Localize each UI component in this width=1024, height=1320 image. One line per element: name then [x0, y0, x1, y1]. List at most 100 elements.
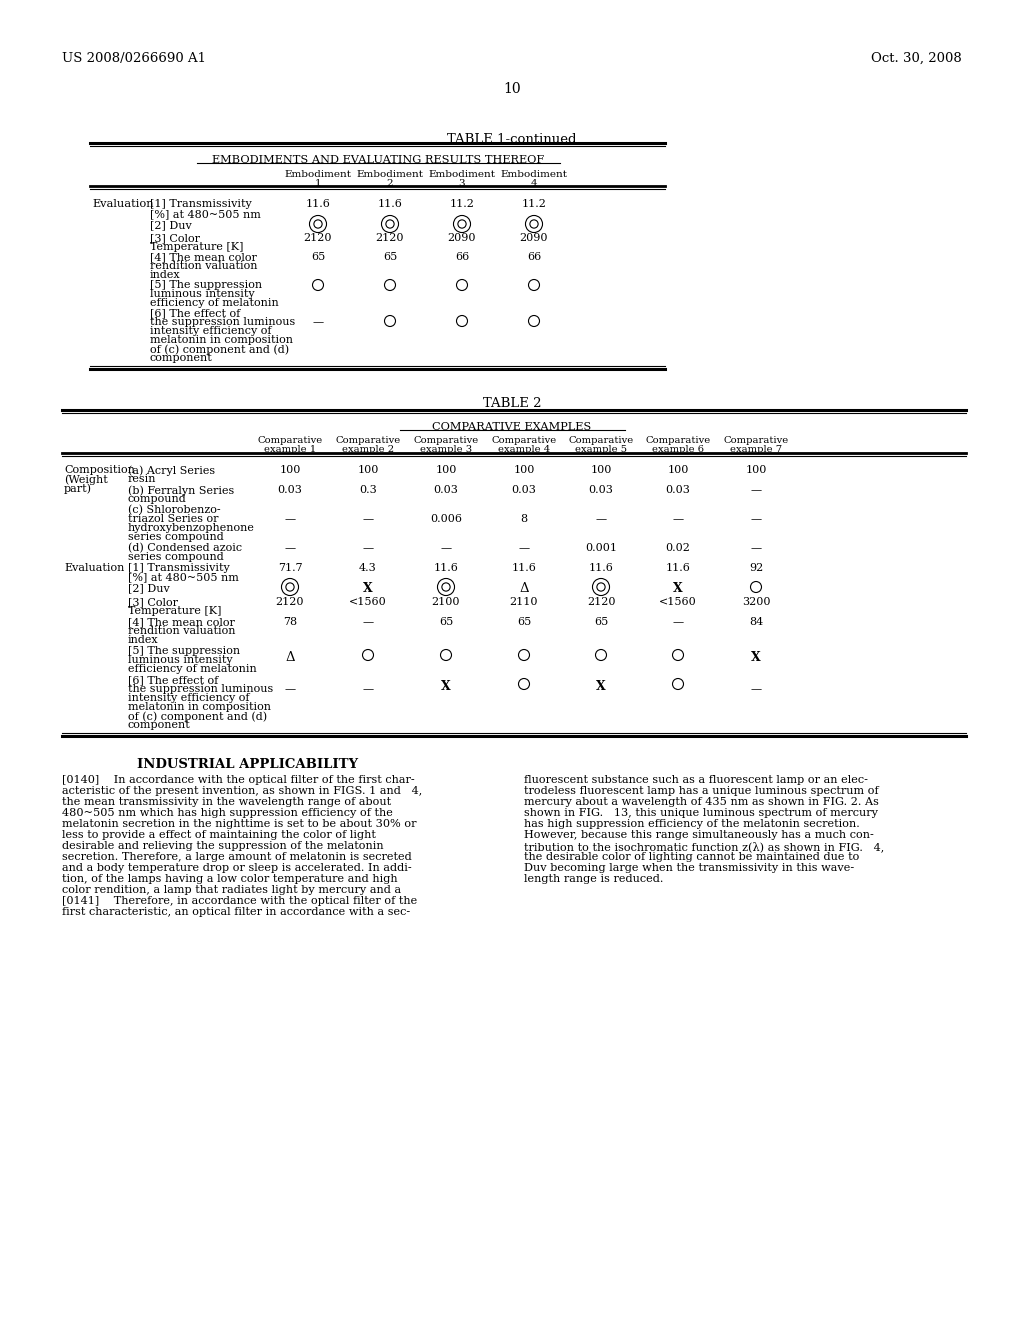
- Text: [0140]    In accordance with the optical filter of the first char-: [0140] In accordance with the optical fi…: [62, 775, 415, 785]
- Text: [3] Color: [3] Color: [128, 597, 178, 607]
- Text: [%] at 480~505 nm: [%] at 480~505 nm: [150, 209, 261, 219]
- Text: X: X: [752, 651, 761, 664]
- Text: —: —: [673, 616, 684, 627]
- Text: rendition valuation: rendition valuation: [128, 626, 236, 636]
- Text: 8: 8: [520, 513, 527, 524]
- Text: 1: 1: [314, 180, 322, 187]
- Text: 2090: 2090: [447, 234, 476, 243]
- Text: 0.03: 0.03: [433, 484, 459, 495]
- Text: Composition: Composition: [63, 465, 135, 475]
- Text: series compound: series compound: [128, 532, 224, 543]
- Text: 11.6: 11.6: [433, 564, 459, 573]
- Text: Comparative: Comparative: [568, 436, 634, 445]
- Text: 65: 65: [594, 616, 608, 627]
- Text: X: X: [596, 680, 606, 693]
- Text: part): part): [63, 483, 92, 494]
- Text: intensity efficiency of: intensity efficiency of: [128, 693, 250, 704]
- Text: 0.03: 0.03: [589, 484, 613, 495]
- Text: intensity efficiency of: intensity efficiency of: [150, 326, 271, 337]
- Text: rendition valuation: rendition valuation: [150, 261, 257, 271]
- Text: 0.001: 0.001: [585, 543, 617, 553]
- Text: However, because this range simultaneously has a much con-: However, because this range simultaneous…: [524, 830, 873, 840]
- Text: luminous intensity: luminous intensity: [128, 655, 232, 665]
- Text: —: —: [362, 513, 374, 524]
- Text: 0.006: 0.006: [430, 513, 462, 524]
- Text: 65: 65: [439, 616, 454, 627]
- Text: —: —: [518, 543, 529, 553]
- Text: efficiency of melatonin: efficiency of melatonin: [128, 664, 257, 675]
- Text: Temperature [K]: Temperature [K]: [128, 606, 221, 616]
- Text: —: —: [285, 513, 296, 524]
- Text: efficiency of melatonin: efficiency of melatonin: [150, 298, 279, 308]
- Text: <1560: <1560: [349, 597, 387, 607]
- Text: the suppression luminous: the suppression luminous: [128, 684, 273, 694]
- Text: X: X: [441, 680, 451, 693]
- Text: —: —: [595, 513, 606, 524]
- Text: [2] Duv: [2] Duv: [150, 220, 191, 230]
- Text: [4] The mean color: [4] The mean color: [128, 616, 234, 627]
- Text: 92: 92: [749, 564, 763, 573]
- Text: first characteristic, an optical filter in accordance with a sec-: first characteristic, an optical filter …: [62, 907, 411, 917]
- Text: 2090: 2090: [520, 234, 548, 243]
- Text: resin: resin: [128, 474, 157, 484]
- Text: melatonin in composition: melatonin in composition: [128, 702, 271, 711]
- Text: 0.03: 0.03: [278, 484, 302, 495]
- Text: —: —: [362, 684, 374, 694]
- Text: 100: 100: [668, 465, 689, 475]
- Text: the desirable color of lighting cannot be maintained due to: the desirable color of lighting cannot b…: [524, 851, 859, 862]
- Text: 2120: 2120: [376, 234, 404, 243]
- Text: 65: 65: [517, 616, 531, 627]
- Text: [5] The suppression: [5] The suppression: [150, 280, 262, 290]
- Text: 10: 10: [503, 82, 521, 96]
- Text: Comparative: Comparative: [257, 436, 323, 445]
- Text: series compound: series compound: [128, 552, 224, 562]
- Text: 100: 100: [357, 465, 379, 475]
- Text: —: —: [751, 513, 762, 524]
- Text: Embodiment: Embodiment: [501, 170, 567, 180]
- Text: [1] Transmissivity: [1] Transmissivity: [128, 564, 229, 573]
- Text: Comparative: Comparative: [414, 436, 478, 445]
- Text: —: —: [751, 484, 762, 495]
- Text: fluorescent substance such as a fluorescent lamp or an elec-: fluorescent substance such as a fluoresc…: [524, 775, 868, 785]
- Text: Comparative: Comparative: [723, 436, 788, 445]
- Text: Comparative: Comparative: [645, 436, 711, 445]
- Text: Oct. 30, 2008: Oct. 30, 2008: [871, 51, 962, 65]
- Text: —: —: [751, 543, 762, 553]
- Text: index: index: [128, 635, 159, 645]
- Text: Evaluation: Evaluation: [63, 564, 124, 573]
- Text: component: component: [150, 352, 213, 363]
- Text: 100: 100: [745, 465, 767, 475]
- Text: INDUSTRIAL APPLICABILITY: INDUSTRIAL APPLICABILITY: [137, 758, 358, 771]
- Text: less to provide a effect of maintaining the color of light: less to provide a effect of maintaining …: [62, 830, 376, 840]
- Text: (b) Ferralyn Series: (b) Ferralyn Series: [128, 484, 234, 495]
- Text: 0.02: 0.02: [666, 543, 690, 553]
- Text: example 4: example 4: [498, 445, 550, 454]
- Text: Duv becoming large when the transmissivity in this wave-: Duv becoming large when the transmissivi…: [524, 863, 854, 873]
- Text: 0.03: 0.03: [666, 484, 690, 495]
- Text: (d) Condensed azoic: (d) Condensed azoic: [128, 543, 242, 553]
- Text: Δ: Δ: [286, 651, 295, 664]
- Text: 0.3: 0.3: [359, 484, 377, 495]
- Text: [3] Color: [3] Color: [150, 234, 200, 243]
- Text: example 7: example 7: [730, 445, 782, 454]
- Text: 65: 65: [311, 252, 326, 261]
- Text: compound: compound: [128, 494, 186, 504]
- Text: 71.7: 71.7: [278, 564, 302, 573]
- Text: [0141]    Therefore, in accordance with the optical filter of the: [0141] Therefore, in accordance with the…: [62, 896, 417, 906]
- Text: has high suppression efficiency of the melatonin secretion.: has high suppression efficiency of the m…: [524, 818, 860, 829]
- Text: [6] The effect of: [6] The effect of: [128, 675, 218, 685]
- Text: color rendition, a lamp that radiates light by mercury and a: color rendition, a lamp that radiates li…: [62, 884, 401, 895]
- Text: (a) Acryl Series: (a) Acryl Series: [128, 465, 215, 475]
- Text: 2120: 2120: [304, 234, 332, 243]
- Text: 2120: 2120: [275, 597, 304, 607]
- Text: melatonin secretion in the nighttime is set to be about 30% or: melatonin secretion in the nighttime is …: [62, 818, 417, 829]
- Text: mercury about a wavelength of 435 nm as shown in FIG. 2. As: mercury about a wavelength of 435 nm as …: [524, 797, 879, 807]
- Text: 4.3: 4.3: [359, 564, 377, 573]
- Text: 3200: 3200: [741, 597, 770, 607]
- Text: [1] Transmissivity: [1] Transmissivity: [150, 199, 252, 209]
- Text: example 1: example 1: [264, 445, 316, 454]
- Text: 4: 4: [530, 180, 538, 187]
- Text: X: X: [673, 582, 683, 595]
- Text: [5] The suppression: [5] The suppression: [128, 645, 240, 656]
- Text: component: component: [128, 719, 190, 730]
